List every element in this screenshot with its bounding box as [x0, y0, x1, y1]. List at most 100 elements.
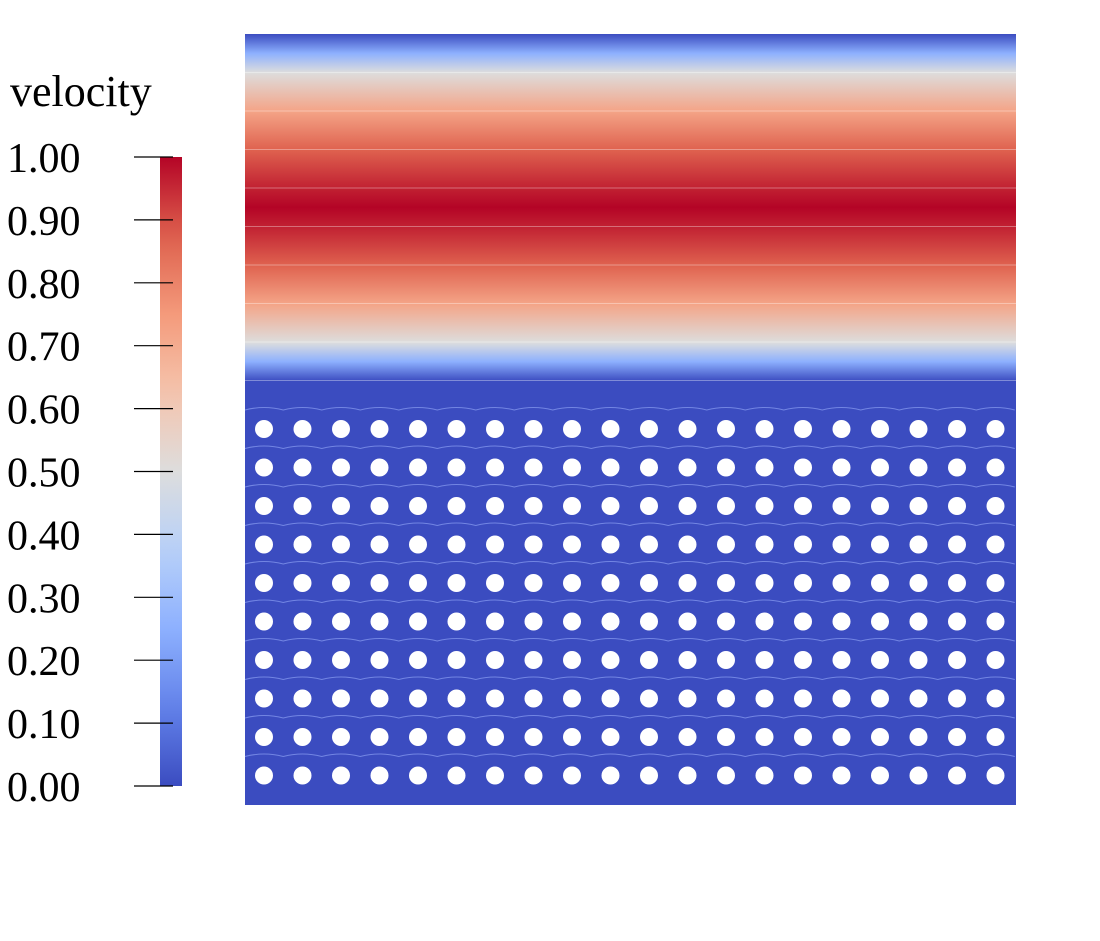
- obstacle-circle: [678, 497, 697, 515]
- obstacle-circle: [909, 612, 928, 631]
- obstacle-circle: [794, 420, 812, 438]
- obstacle-circle: [601, 766, 620, 785]
- obstacle-circle: [332, 535, 350, 554]
- obstacle-circle: [948, 766, 966, 785]
- obstacle-circle: [524, 689, 543, 708]
- obstacle-circle: [909, 689, 928, 708]
- streamline: [244, 638, 1015, 642]
- obstacle-circle: [486, 728, 504, 746]
- obstacle-circle: [640, 651, 658, 669]
- obstacle-circle: [332, 420, 350, 438]
- obstacle-circle: [409, 535, 427, 554]
- obstacle-circle: [447, 420, 466, 438]
- obstacle-circle: [948, 612, 966, 631]
- obstacle-circle: [678, 535, 697, 554]
- obstacle-circle: [524, 651, 543, 669]
- obstacle-circle: [832, 651, 851, 669]
- obstacle-circle: [409, 766, 427, 785]
- obstacle-circle: [717, 458, 735, 477]
- obstacle-circle: [986, 497, 1005, 515]
- obstacle-circle: [409, 651, 427, 669]
- obstacle-circle: [948, 497, 966, 515]
- obstacle-circle: [255, 766, 273, 785]
- obstacle-circle: [755, 689, 774, 708]
- obstacle-circle: [370, 728, 389, 746]
- obstacle-circle: [717, 574, 735, 592]
- obstacle-circle: [486, 612, 504, 631]
- obstacle-circle: [909, 651, 928, 669]
- obstacle-circle: [986, 689, 1005, 708]
- obstacle-circle: [640, 766, 658, 785]
- obstacle-circle: [986, 766, 1005, 785]
- obstacle-circle: [255, 458, 273, 477]
- obstacle-circle: [447, 574, 466, 592]
- obstacle-circle: [986, 612, 1005, 631]
- obstacle-circle: [447, 535, 466, 554]
- colorbar-tick-label: 0.00: [7, 765, 81, 811]
- obstacle-circle: [524, 497, 543, 515]
- obstacle-circle: [755, 766, 774, 785]
- obstacle-circle: [832, 689, 851, 708]
- obstacle-circle: [524, 535, 543, 554]
- obstacle-circle: [486, 458, 504, 477]
- obstacle-circle: [871, 420, 889, 438]
- obstacle-circle: [678, 458, 697, 477]
- obstacle-circle: [794, 458, 812, 477]
- streamline: [244, 445, 1015, 450]
- obstacle-circle: [293, 728, 312, 746]
- obstacle-circle: [717, 535, 735, 554]
- obstacle-circle: [986, 651, 1005, 669]
- obstacle-circle: [832, 535, 851, 554]
- obstacle-circle: [640, 689, 658, 708]
- obstacle-circle: [640, 420, 658, 438]
- obstacle-circle: [640, 458, 658, 477]
- obstacle-circle: [332, 497, 350, 515]
- obstacle-circle: [370, 535, 389, 554]
- obstacle-circle: [409, 728, 427, 746]
- obstacle-circle: [909, 574, 928, 592]
- obstacle-circle: [601, 689, 620, 708]
- obstacle-circle: [447, 651, 466, 669]
- obstacle-circle: [563, 766, 581, 785]
- obstacle-circle: [794, 766, 812, 785]
- obstacle-circle: [601, 420, 620, 438]
- obstacle-circle: [755, 651, 774, 669]
- obstacle-circle: [678, 766, 697, 785]
- obstacle-circle: [678, 651, 697, 669]
- obstacle-circle: [871, 535, 889, 554]
- obstacle-circle: [909, 458, 928, 477]
- obstacle-circle: [871, 574, 889, 592]
- obstacle-circle: [755, 420, 774, 438]
- obstacle-circle: [755, 574, 774, 592]
- obstacle-circle: [871, 651, 889, 669]
- colorbar-ticks: 0.00 0.10 0.20 0.30 0.40 0.50 0.60 0.70 0.80 0.90…: [7, 136, 173, 811]
- obstacle-circle: [832, 497, 851, 515]
- streamline: [244, 561, 1015, 565]
- obstacle-circle: [717, 420, 735, 438]
- obstacle-circle: [563, 420, 581, 438]
- obstacle-circle: [986, 458, 1005, 477]
- obstacle-circle: [948, 535, 966, 554]
- obstacle-circle: [794, 728, 812, 746]
- colorbar-tick-label: 0.80: [7, 262, 81, 308]
- obstacle-circle: [370, 458, 389, 477]
- obstacle-circle: [293, 420, 312, 438]
- obstacle-circle: [409, 420, 427, 438]
- obstacle-circle: [640, 612, 658, 631]
- obstacle-circle: [948, 574, 966, 592]
- colorbar-tick-label: 0.50: [7, 451, 81, 497]
- velocity-field-plot: [244, 34, 1016, 805]
- obstacle-circle: [601, 651, 620, 669]
- obstacle-circle: [563, 651, 581, 669]
- obstacle-circle: [832, 420, 851, 438]
- obstacle-circle: [293, 535, 312, 554]
- obstacle-circle: [948, 651, 966, 669]
- obstacle-circle: [447, 728, 466, 746]
- obstacle-circle: [293, 689, 312, 708]
- obstacle-circle: [948, 420, 966, 438]
- obstacle-circle: [524, 420, 543, 438]
- obstacle-circle: [293, 651, 312, 669]
- obstacle-circle: [332, 612, 350, 631]
- obstacle-circle: [255, 574, 273, 592]
